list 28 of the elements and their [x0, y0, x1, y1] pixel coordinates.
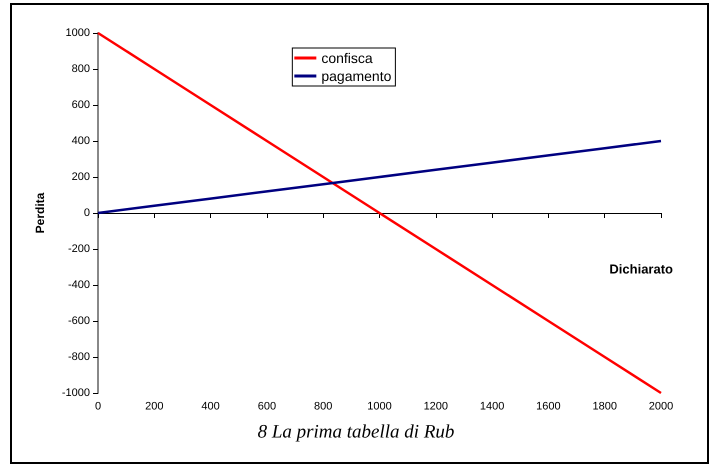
y-tick-label: 400	[72, 135, 90, 147]
y-tick-label: 0	[84, 207, 90, 219]
y-tick-label: -400	[68, 279, 90, 291]
y-tick-label: 600	[72, 99, 90, 111]
x-tick-label: 800	[314, 400, 332, 412]
x-tick-label: 1600	[536, 400, 561, 412]
x-tick-label: 0	[94, 400, 102, 412]
legend-label: confisca	[321, 50, 373, 66]
x-tick-label: 400	[201, 400, 220, 412]
y-tick-label: 200	[72, 171, 90, 183]
y-tick-label: -800	[68, 351, 90, 363]
x-tick-label: 2000	[648, 400, 674, 412]
y-axis-title: Perdita	[33, 192, 47, 234]
y-tick-label: 800	[72, 63, 90, 75]
legend-label: pagamento	[321, 68, 392, 84]
y-tick-label: 1000	[66, 27, 90, 39]
x-tick-label: 600	[258, 400, 276, 412]
x-tick-label: 1000	[367, 400, 392, 412]
x-tick-label: 200	[145, 400, 164, 412]
x-axis-title: Dichiarato	[609, 262, 674, 276]
x-tick-label: 1800	[592, 400, 617, 412]
y-tick-label: -600	[68, 315, 90, 327]
line-series	[96, 140, 662, 214]
y-tick-label: -1000	[62, 387, 90, 399]
y-tick-label: -200	[68, 243, 90, 255]
x-tick-label: 1400	[480, 400, 504, 412]
text: 8 La prima tabella di Rub	[258, 422, 454, 442]
x-tick-label: 1200	[424, 400, 448, 412]
